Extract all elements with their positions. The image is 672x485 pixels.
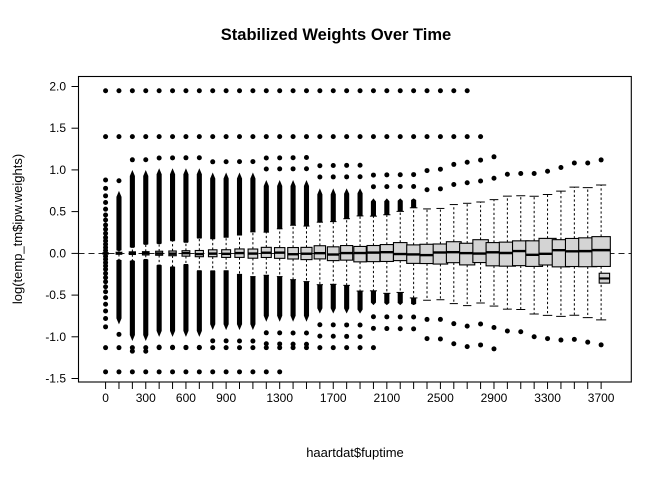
svg-text:0: 0: [102, 391, 109, 405]
svg-text:900: 900: [216, 391, 236, 405]
svg-text:2.0: 2.0: [49, 80, 66, 94]
svg-text:log(temp_tm$ipw.weights): log(temp_tm$ipw.weights): [10, 154, 25, 304]
svg-text:haartdat$fuptime: haartdat$fuptime: [306, 445, 404, 460]
svg-text:-0.5: -0.5: [45, 288, 66, 302]
svg-text:1700: 1700: [320, 391, 347, 405]
svg-text:2500: 2500: [427, 391, 454, 405]
svg-text:3700: 3700: [588, 391, 615, 405]
svg-text:-1.0: -1.0: [45, 330, 66, 344]
svg-text:Stabilized Weights Over Time: Stabilized Weights Over Time: [221, 26, 451, 44]
svg-text:2100: 2100: [373, 391, 400, 405]
svg-text:3300: 3300: [534, 391, 561, 405]
svg-text:0.0: 0.0: [49, 246, 66, 260]
svg-text:1300: 1300: [266, 391, 293, 405]
svg-text:1.5: 1.5: [49, 121, 66, 135]
svg-text:1.0: 1.0: [49, 163, 66, 177]
svg-text:600: 600: [176, 391, 196, 405]
svg-text:2900: 2900: [481, 391, 508, 405]
svg-text:-1.5: -1.5: [45, 372, 66, 386]
svg-text:300: 300: [136, 391, 156, 405]
svg-text:0.5: 0.5: [49, 205, 66, 219]
